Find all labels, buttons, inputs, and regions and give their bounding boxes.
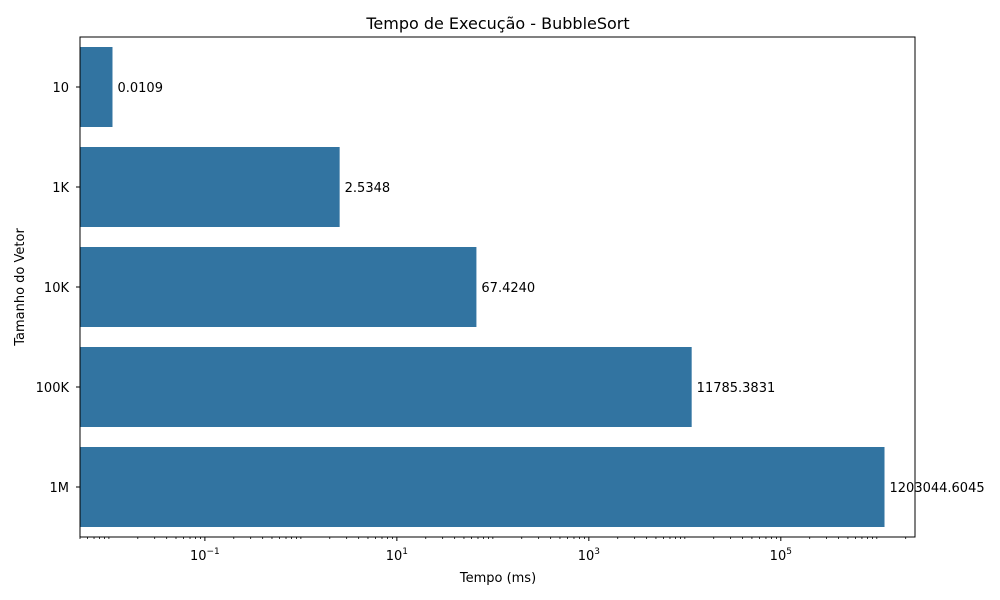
- x-tick-base: 10: [578, 549, 595, 564]
- chart-title: Tempo de Execução - BubbleSort: [365, 14, 629, 33]
- x-tick-exponent: 3: [594, 547, 600, 557]
- y-axis-label: Tamanho do Vetor: [13, 228, 28, 347]
- value-label-100k: 11785.3831: [697, 381, 776, 396]
- bar-10: [80, 47, 113, 127]
- y-tick-label-1m: 1M: [50, 481, 70, 496]
- x-tick-base: 10: [770, 549, 787, 564]
- bars-layer: [80, 47, 885, 527]
- x-tick-label: 101: [386, 547, 408, 564]
- plot-frame: [79, 36, 916, 538]
- x-tick-base: 10: [190, 549, 207, 564]
- x-tick-label: 10−1: [190, 547, 220, 564]
- value-labels-layer: 0.0109 2.5348 67.4240 11785.3831 1203044.604…: [117, 81, 984, 496]
- value-label-10k: 67.4240: [481, 281, 535, 296]
- bar-1m: [80, 447, 885, 527]
- value-label-1k: 2.5348: [345, 181, 391, 196]
- x-axis-label: Tempo (ms): [459, 571, 536, 586]
- y-axis: 10 1K 10K 100K 1M: [36, 81, 80, 496]
- x-tick-label: 105: [770, 547, 792, 564]
- bar-1k: [80, 147, 340, 227]
- y-tick-label-10k: 10K: [44, 281, 70, 296]
- x-axis: 10−1 101 103 105: [79, 537, 907, 564]
- x-tick-exponent: 1: [402, 547, 408, 557]
- y-tick-label-1k: 1K: [52, 181, 69, 196]
- bar-10k: [80, 247, 477, 327]
- value-label-10: 0.0109: [117, 81, 162, 96]
- bar-100k: [80, 347, 692, 427]
- x-tick-label: 103: [578, 547, 600, 564]
- y-tick-label-10: 10: [52, 81, 69, 96]
- x-tick-exponent: −1: [207, 547, 220, 557]
- x-tick-base: 10: [386, 549, 403, 564]
- value-label-1m: 1203044.6045: [890, 481, 985, 496]
- x-tick-exponent: 5: [786, 547, 792, 557]
- y-tick-label-100k: 100K: [36, 381, 70, 396]
